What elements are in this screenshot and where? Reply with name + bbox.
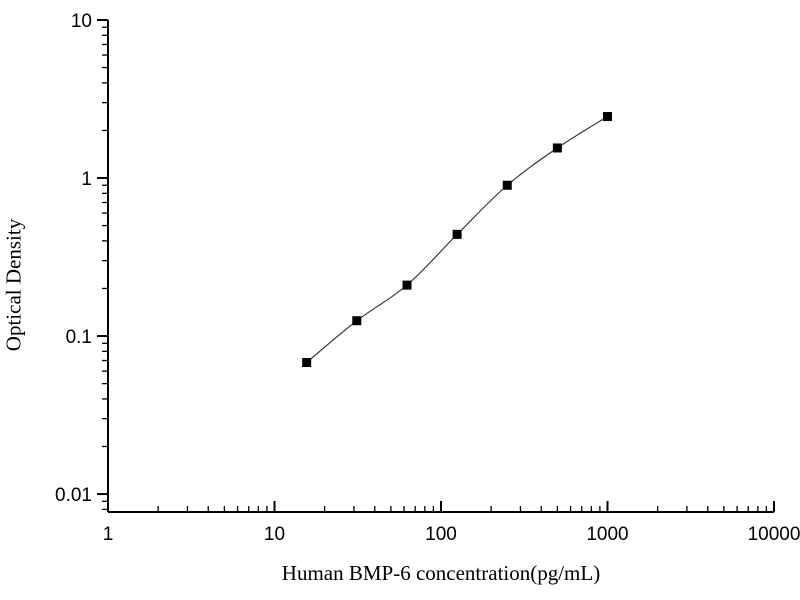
y-tick-label: 1 (81, 169, 92, 190)
x-tick-label: 1000 (586, 524, 628, 545)
data-point-marker (302, 358, 312, 368)
x-tick-label: 100 (425, 524, 457, 545)
y-tick-label: 0.1 (66, 327, 92, 348)
x-tick-label: 1 (103, 524, 114, 545)
data-point-marker (552, 143, 562, 153)
data-point-marker (603, 112, 612, 122)
y-tick-label: 0.01 (55, 485, 92, 506)
x-tick-label: 10000 (748, 524, 800, 545)
data-point-marker (502, 180, 512, 190)
standard-curve-line (306, 116, 608, 363)
data-point-marker (402, 280, 412, 290)
y-tick-label: 10 (71, 11, 92, 32)
x-axis-title: Human BMP-6 concentration(pg/mL) (281, 561, 601, 585)
y-axis-title: Optical Density (1, 218, 26, 352)
data-point-marker (352, 316, 362, 326)
data-point-marker (452, 229, 462, 239)
x-tick-label: 10 (264, 524, 285, 545)
